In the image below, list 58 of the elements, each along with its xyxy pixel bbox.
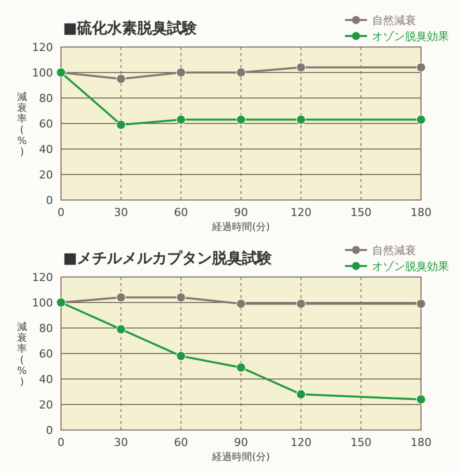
y-tick-label: 20 [39, 168, 53, 182]
point [416, 114, 426, 124]
point [176, 68, 186, 78]
point [296, 390, 306, 400]
point [176, 351, 186, 361]
x-tick-label: 60 [174, 206, 188, 219]
point [176, 292, 186, 302]
point [296, 62, 306, 72]
legend-label: 自然減衰 [372, 244, 416, 257]
y-tick-label: 60 [39, 118, 53, 130]
point [116, 120, 126, 130]
x-tick-label: 150 [350, 206, 372, 219]
point [416, 394, 426, 404]
point [116, 292, 126, 302]
y-tick-label: 40 [39, 373, 53, 386]
x-axis-title: 経過時間(分) [211, 221, 270, 233]
point [116, 324, 126, 334]
y-tick-label: 0 [46, 194, 53, 207]
y-tick-label: 100 [32, 66, 53, 80]
point [296, 298, 306, 309]
y-tick-label: 60 [39, 348, 53, 360]
chart-title: ■メチルメルカプタン脱臭試験 [63, 249, 274, 267]
legend-label: オゾン脱臭効果 [372, 260, 449, 273]
y-tick-label: 0 [46, 424, 53, 437]
y-tick-label: 120 [32, 271, 53, 284]
point [176, 114, 186, 124]
x-tick-label: 60 [174, 436, 188, 449]
x-tick-label: 120 [290, 206, 312, 219]
chart-title: ■硫化水素脱臭試験 [63, 19, 198, 37]
y-tick-label: 120 [32, 41, 53, 54]
point [116, 74, 126, 84]
x-tick-label: 180 [410, 436, 432, 449]
y-tick-label: 20 [39, 398, 53, 412]
point [236, 298, 246, 309]
legend-label: オゾン脱臭効果 [372, 30, 449, 43]
y-axis-title: 減衰率(%) [17, 91, 27, 158]
legend-label: 自然減衰 [372, 14, 416, 27]
x-tick-label: 180 [410, 206, 432, 219]
point [236, 68, 246, 78]
y-tick-label: 80 [39, 322, 53, 335]
x-tick-label: 150 [350, 436, 372, 449]
x-tick-label: 30 [114, 206, 128, 219]
point [416, 62, 426, 72]
y-tick-label: 100 [32, 296, 53, 310]
y-tick-label: 40 [39, 143, 53, 156]
point [236, 362, 246, 372]
x-tick-label: 120 [290, 436, 312, 449]
x-tick-label: 0 [58, 206, 64, 219]
x-tick-label: 0 [58, 436, 64, 449]
point [296, 114, 306, 124]
x-tick-label: 90 [234, 436, 248, 449]
point [236, 114, 246, 124]
y-tick-label: 80 [39, 92, 53, 105]
point [416, 298, 426, 309]
x-axis-title: 経過時間(分) [211, 451, 270, 463]
x-tick-label: 90 [234, 206, 248, 219]
y-axis-title: 減衰率(%) [17, 321, 27, 388]
x-tick-label: 30 [114, 436, 128, 449]
